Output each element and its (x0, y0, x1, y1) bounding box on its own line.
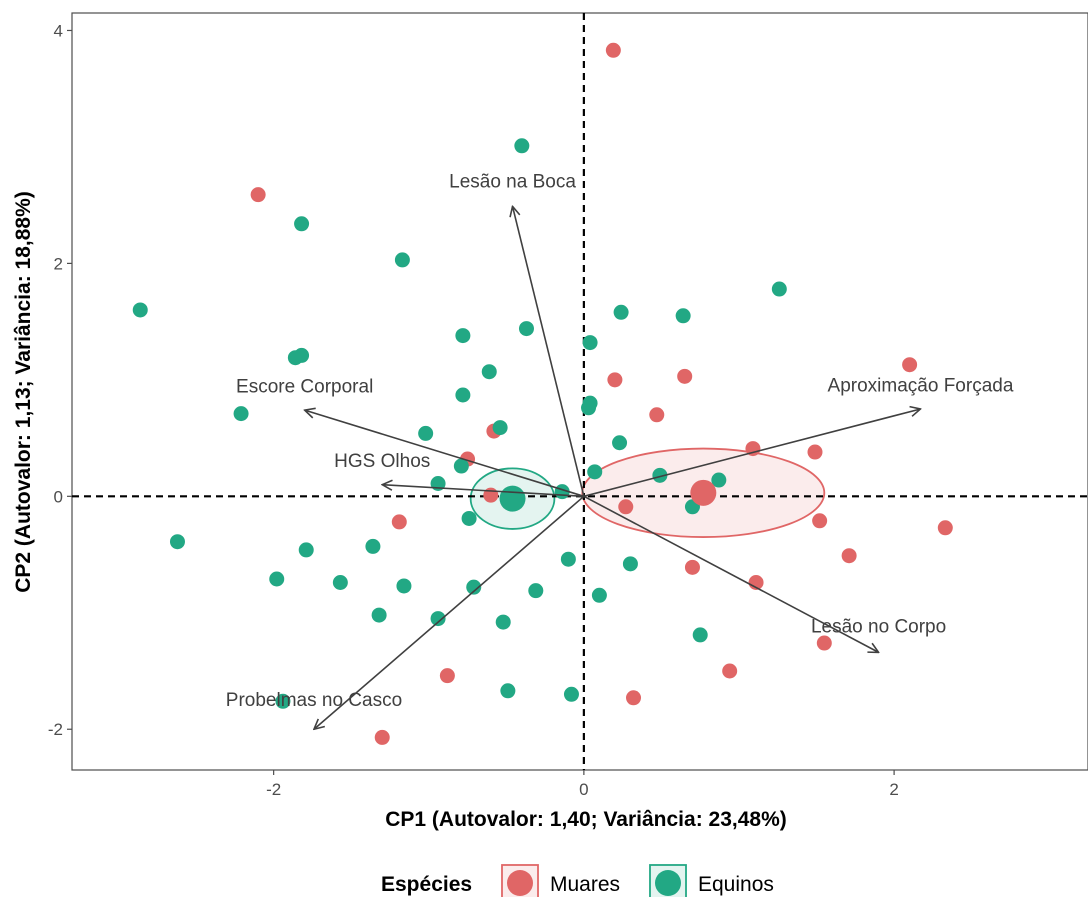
point-1-27 (461, 510, 477, 526)
loading-label-5: Probelmas no Casco (226, 690, 402, 711)
loading-label-0: Lesão na Boca (449, 172, 576, 193)
point-1-11 (294, 347, 310, 363)
point-1-39 (371, 607, 387, 623)
loading-arrow-3 (382, 485, 584, 498)
y-tick-label-1: 0 (54, 487, 63, 506)
legend-label-0: Muares (550, 873, 620, 896)
centroid-1 (499, 485, 526, 512)
x-tick-label-1: 0 (579, 780, 588, 799)
x-tick-label-2: 2 (889, 780, 898, 799)
point-1-31 (560, 551, 576, 567)
point-0-9 (807, 444, 823, 460)
point-1-32 (622, 556, 638, 572)
point-1-13 (455, 387, 471, 403)
point-1-1 (294, 216, 310, 232)
point-1-37 (528, 583, 544, 599)
point-1-35 (396, 578, 412, 594)
point-0-1 (250, 187, 266, 203)
loading-arrow-2 (583, 409, 921, 498)
point-1-4 (771, 281, 787, 297)
point-0-8 (745, 441, 761, 457)
centroid-0 (690, 479, 717, 506)
point-0-3 (607, 372, 623, 388)
loading-arrow-5 (314, 495, 585, 729)
point-1-28 (169, 534, 185, 550)
point-0-15 (841, 548, 857, 564)
point-0-20 (439, 668, 455, 684)
point-1-23 (711, 472, 727, 488)
point-1-40 (430, 611, 446, 627)
legend-label-1: Equinos (698, 873, 774, 896)
point-1-2 (394, 252, 410, 268)
point-1-33 (269, 571, 285, 587)
point-1-19 (612, 435, 628, 451)
point-1-22 (652, 467, 668, 483)
x-axis-title: CP1 (Autovalor: 1,40; Variância: 23,48%) (385, 808, 787, 831)
point-0-11 (618, 499, 634, 515)
point-1-30 (365, 538, 381, 554)
loading-arrow-1 (305, 410, 585, 498)
y-tick-label-0: -2 (48, 720, 63, 739)
plot-layer: Lesão na Boca Escore Corporal Aproximação … (72, 13, 1088, 770)
point-0-4 (677, 368, 693, 384)
point-1-16 (233, 406, 249, 422)
point-0-18 (816, 635, 832, 651)
point-1-43 (275, 693, 291, 709)
point-1-5 (613, 304, 629, 320)
loading-label-2: Aproximação Forçada (828, 376, 1014, 397)
point-1-21 (587, 464, 603, 480)
point-0-0 (605, 42, 621, 58)
point-1-12 (481, 364, 497, 380)
point-1-29 (298, 542, 314, 558)
loading-arrow-4 (583, 495, 879, 652)
point-1-20 (453, 458, 469, 474)
legend-swatch-0 (507, 870, 533, 896)
point-1-6 (675, 308, 691, 324)
legend-swatch-1 (655, 870, 681, 896)
point-1-9 (582, 335, 598, 351)
point-1-18 (418, 425, 434, 441)
y-tick-label-2: 2 (54, 254, 63, 273)
point-0-12 (391, 514, 407, 530)
point-1-17 (492, 420, 508, 436)
point-0-22 (374, 729, 390, 745)
point-1-8 (455, 328, 471, 344)
point-0-13 (812, 513, 828, 529)
point-1-42 (692, 627, 708, 643)
x-tick-label-0: -2 (266, 780, 281, 799)
point-1-41 (495, 614, 511, 630)
point-0-2 (902, 357, 918, 373)
loading-label-4: Lesão no Corpo (811, 617, 946, 638)
loading-label-1: Escore Corporal (236, 377, 373, 398)
plot-panel (71, 12, 1088, 771)
loading-arrow-0 (513, 206, 585, 497)
point-1-3 (132, 302, 148, 318)
point-0-14 (937, 520, 953, 536)
y-axis-title: CP2 (Autovalor: 1,13; Variância: 18,88%) (12, 191, 35, 593)
legend-title: Espécies (381, 873, 472, 896)
point-1-15 (581, 400, 597, 416)
axes-layer: -2 0 2 -2 0 2 4 (48, 21, 899, 799)
y-tick-label-3: 4 (54, 21, 63, 40)
point-1-44 (500, 683, 516, 699)
point-1-0 (514, 138, 530, 154)
point-0-16 (684, 559, 700, 575)
loading-label-3: HGS Olhos (334, 451, 430, 472)
point-0-5 (649, 407, 665, 423)
legend: Espécies Muares Equinos (381, 864, 774, 897)
point-1-34 (332, 574, 348, 590)
point-1-7 (518, 321, 534, 337)
point-1-36 (466, 579, 482, 595)
point-1-38 (591, 587, 607, 603)
point-1-45 (563, 686, 579, 702)
point-0-21 (626, 690, 642, 706)
point-0-19 (722, 663, 738, 679)
